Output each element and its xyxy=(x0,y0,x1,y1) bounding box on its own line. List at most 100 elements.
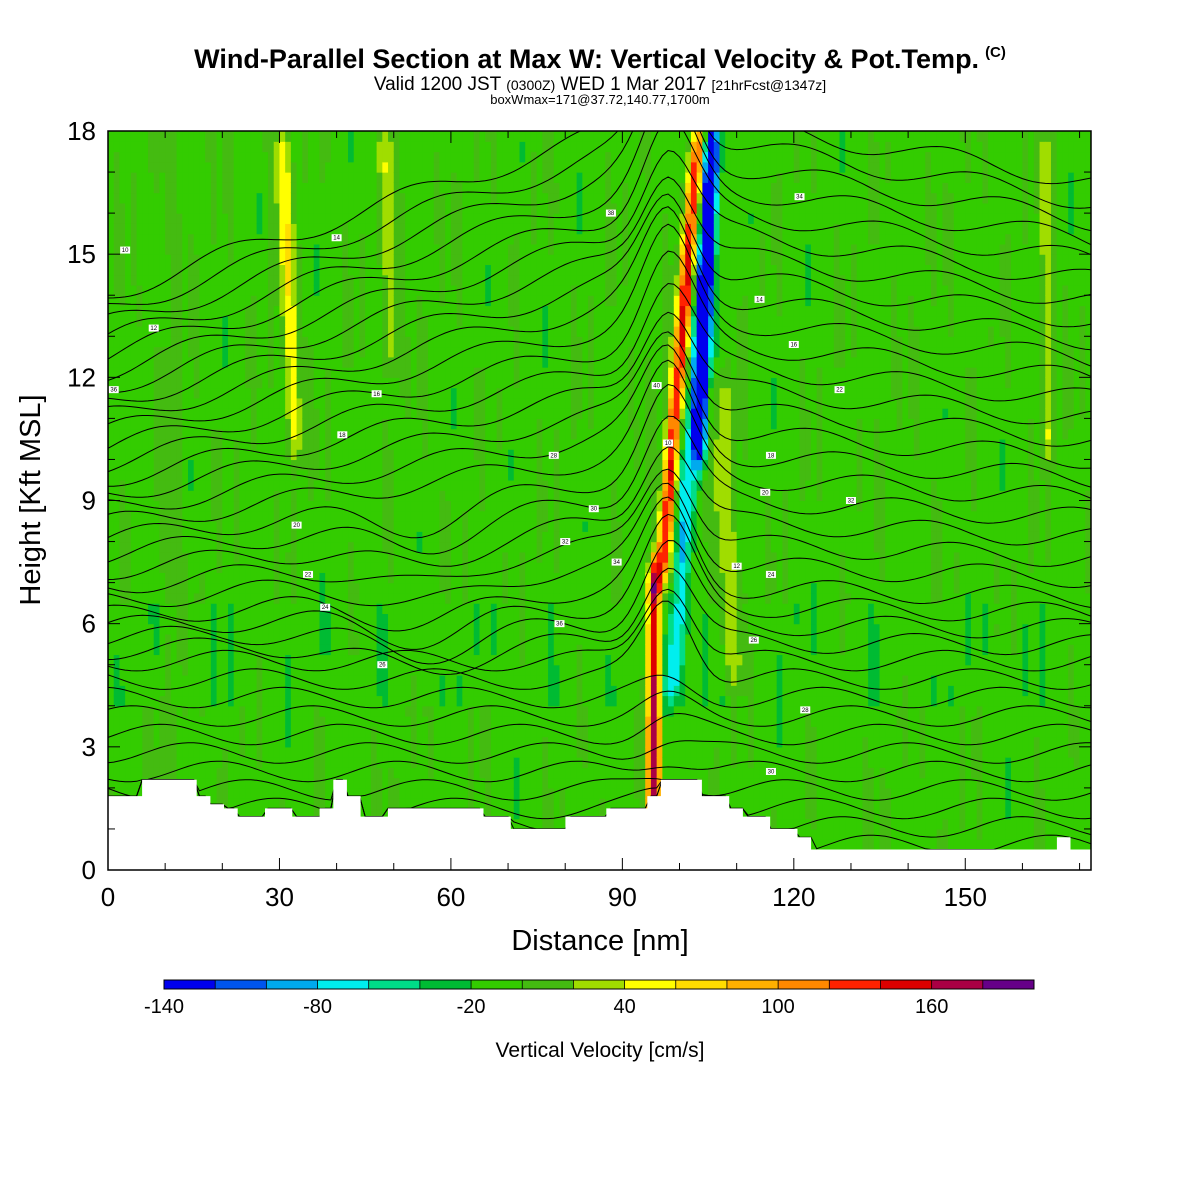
field-cell xyxy=(502,736,509,748)
field-cell xyxy=(359,151,366,163)
field-cell xyxy=(262,572,269,584)
field-cell xyxy=(108,685,115,697)
field-cell xyxy=(313,418,321,430)
field-cell xyxy=(359,367,366,378)
field-cell xyxy=(239,408,246,419)
field-cell xyxy=(113,613,121,625)
field-cell xyxy=(148,346,155,358)
field-cell xyxy=(108,582,115,594)
field-cell xyxy=(405,326,412,337)
field-cell xyxy=(222,510,229,522)
field-cell xyxy=(216,551,223,563)
field-cell xyxy=(325,418,332,430)
field-cell xyxy=(142,551,149,563)
field-cell xyxy=(199,685,206,697)
field-cell xyxy=(473,264,481,276)
field-cell xyxy=(405,243,412,255)
field-cell xyxy=(290,716,298,727)
field-cell xyxy=(119,705,126,717)
field-cell xyxy=(359,305,366,317)
field-cell xyxy=(348,623,355,635)
field-cell xyxy=(359,623,366,635)
field-cell xyxy=(319,500,326,512)
valid-prefix: Valid 1200 JST xyxy=(373,74,501,95)
field-cell xyxy=(308,623,315,635)
field-cell xyxy=(170,736,178,748)
field-cell xyxy=(233,438,241,450)
field-cell xyxy=(262,326,269,337)
field-cell xyxy=(485,284,492,296)
field-cell xyxy=(370,295,378,307)
field-cell xyxy=(285,284,292,296)
field-cell xyxy=(290,582,298,594)
field-cell xyxy=(462,798,469,810)
field-cell xyxy=(193,336,201,348)
field-cell xyxy=(422,274,429,286)
field-cell xyxy=(336,469,343,481)
field-cell xyxy=(205,705,212,717)
field-cell xyxy=(136,500,143,512)
field-cell xyxy=(416,531,423,543)
field-cell xyxy=(330,192,338,204)
field-cell xyxy=(439,346,446,358)
field-cell xyxy=(279,449,286,461)
field-cell xyxy=(405,315,412,327)
field-cell xyxy=(176,705,183,717)
field-cell xyxy=(473,387,481,399)
field-cell xyxy=(182,233,189,245)
field-cell xyxy=(165,603,172,614)
field-cell xyxy=(113,531,121,543)
field-cell xyxy=(205,551,212,563)
field-cell xyxy=(125,531,132,543)
field-cell xyxy=(393,387,401,399)
field-cell xyxy=(428,633,435,645)
field-cell xyxy=(245,356,252,368)
field-cell xyxy=(490,479,498,491)
field-cell xyxy=(330,449,338,461)
field-cell xyxy=(428,387,435,399)
field-cell xyxy=(125,326,132,337)
field-cell xyxy=(473,521,481,532)
field-cell xyxy=(399,674,406,686)
field-cell xyxy=(313,397,321,409)
field-cell xyxy=(193,490,201,502)
field-cell xyxy=(336,295,343,307)
field-cell xyxy=(462,479,469,491)
field-cell xyxy=(382,613,389,625)
field-cell xyxy=(113,131,121,142)
field-cell xyxy=(153,521,161,532)
field-cell xyxy=(325,500,332,512)
field-cell xyxy=(302,757,309,768)
field-cell xyxy=(130,202,138,214)
field-cell xyxy=(330,161,338,173)
field-cell xyxy=(262,664,269,676)
field-cell xyxy=(393,428,401,440)
field-cell xyxy=(382,346,389,358)
field-cell xyxy=(268,521,275,532)
field-cell xyxy=(479,377,486,389)
field-cell xyxy=(445,716,452,727)
field-cell xyxy=(176,674,183,686)
field-cell xyxy=(353,582,361,594)
field-cell xyxy=(496,131,503,142)
field-cell xyxy=(205,449,212,461)
field-cell xyxy=(279,551,286,563)
field-cell xyxy=(370,562,378,573)
field-cell xyxy=(256,326,263,337)
field-cell xyxy=(199,172,206,183)
field-cell xyxy=(216,746,223,758)
field-cell xyxy=(348,377,355,389)
field-cell xyxy=(416,716,423,727)
field-cell xyxy=(130,685,138,697)
field-cell xyxy=(170,182,178,194)
field-cell xyxy=(468,633,475,645)
field-cell xyxy=(273,746,281,758)
field-cell xyxy=(302,603,309,614)
field-cell xyxy=(245,459,252,471)
field-cell xyxy=(445,685,452,697)
field-cell xyxy=(399,562,406,573)
field-cell xyxy=(388,418,395,430)
field-cell xyxy=(268,746,275,758)
field-cell xyxy=(148,500,155,512)
field-cell xyxy=(165,377,172,389)
